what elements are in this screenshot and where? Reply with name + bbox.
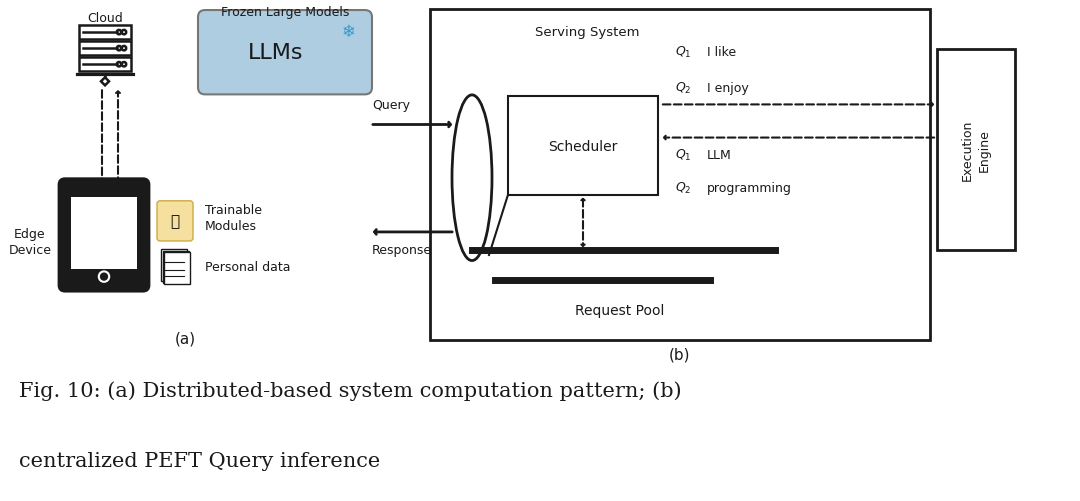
Text: Query: Query	[372, 99, 410, 112]
Text: Frozen Large Models: Frozen Large Models	[220, 6, 349, 19]
Circle shape	[122, 31, 126, 35]
FancyBboxPatch shape	[164, 253, 190, 285]
FancyBboxPatch shape	[79, 26, 131, 40]
Text: centralized PEFT Query inference: centralized PEFT Query inference	[19, 451, 380, 470]
Text: ❄: ❄	[341, 23, 355, 41]
Text: 🔥: 🔥	[171, 214, 179, 229]
Text: $Q_2$: $Q_2$	[675, 181, 691, 196]
Text: Trainable
Modules: Trainable Modules	[205, 204, 262, 233]
FancyBboxPatch shape	[198, 11, 372, 95]
Text: Serving System: Serving System	[535, 26, 639, 39]
Text: LLM: LLM	[707, 149, 732, 162]
Bar	[430, 10, 930, 341]
Text: $Q_2$: $Q_2$	[675, 81, 691, 96]
Text: $Q_1$: $Q_1$	[675, 45, 691, 60]
FancyBboxPatch shape	[157, 201, 193, 241]
Bar	[71, 197, 137, 270]
FancyBboxPatch shape	[161, 249, 187, 282]
Text: Fig. 10: (a) Distributed-based system computation pattern; (b): Fig. 10: (a) Distributed-based system co…	[19, 381, 683, 400]
Text: (b): (b)	[670, 347, 691, 362]
FancyBboxPatch shape	[79, 58, 131, 72]
Text: (a): (a)	[175, 331, 195, 346]
FancyBboxPatch shape	[59, 179, 149, 292]
Bar	[937, 50, 1015, 250]
Text: Response: Response	[372, 244, 432, 257]
Circle shape	[122, 47, 126, 51]
Polygon shape	[102, 78, 109, 86]
Text: Execution
Engine: Execution Engine	[961, 120, 991, 181]
Text: Request Pool: Request Pool	[576, 304, 664, 318]
Text: Scheduler: Scheduler	[549, 139, 618, 153]
FancyBboxPatch shape	[162, 251, 189, 283]
Text: LLMs: LLMs	[247, 43, 303, 63]
Circle shape	[117, 47, 121, 51]
FancyBboxPatch shape	[79, 42, 131, 56]
Circle shape	[117, 63, 121, 67]
Circle shape	[98, 272, 109, 282]
Bar	[508, 97, 658, 195]
Text: Cloud: Cloud	[87, 12, 123, 25]
Text: I enjoy: I enjoy	[707, 82, 748, 95]
Text: I like: I like	[707, 46, 737, 59]
Circle shape	[122, 63, 126, 67]
Circle shape	[117, 31, 121, 35]
Text: programming: programming	[707, 182, 792, 195]
Ellipse shape	[453, 96, 492, 261]
Text: $Q_1$: $Q_1$	[675, 148, 691, 163]
Text: Personal data: Personal data	[205, 260, 291, 273]
Text: Edge
Device: Edge Device	[9, 228, 52, 257]
